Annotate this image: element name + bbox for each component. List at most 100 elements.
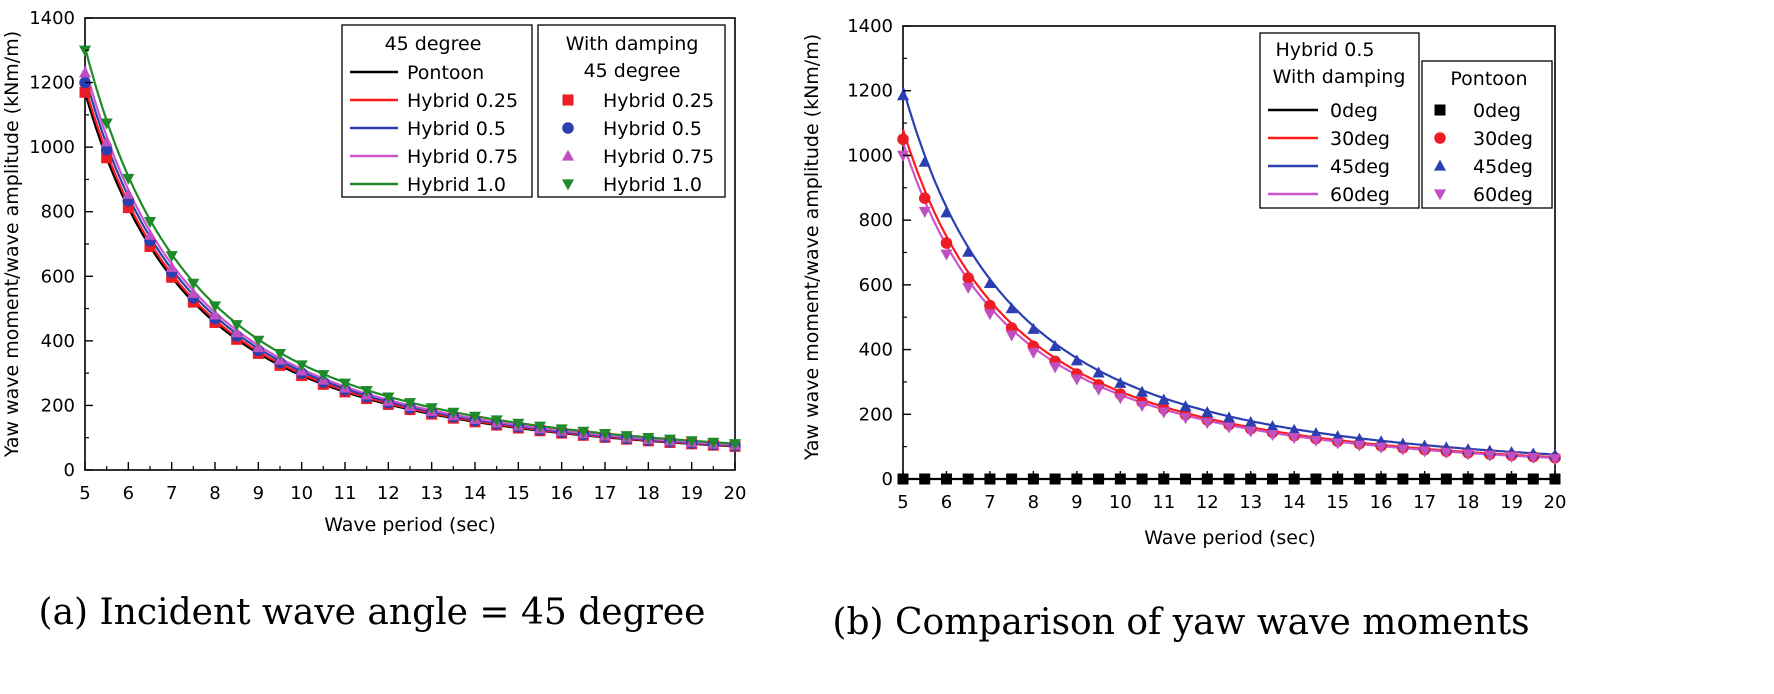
x-tick-label-11: 11 [1152,492,1175,513]
point-markers-45deg [940,206,953,218]
point-markers-hybrid-1-0 [728,439,742,451]
legend-label-hybrid-0-75: Hybrid 0.75 [407,146,518,168]
point-markers-60deg [1049,362,1062,374]
point-markers-hybrid-1-0 [78,45,92,57]
point-markers-60deg [918,206,931,218]
point-markers-30deg [918,192,931,204]
point-markers-45deg [1049,339,1062,351]
point-markers-hybrid-1-0 [490,415,503,427]
y-tick-label-1200: 1200 [29,73,75,94]
point-markers-45deg [1309,427,1322,439]
point-markers-hybrid-0-25 [122,202,134,214]
point-markers-60deg [1266,429,1279,441]
point-markers-60deg [1353,440,1366,452]
legend-label-45deg: 45deg [1330,156,1390,178]
point-markers-hybrid-1-0 [425,403,438,415]
point-markers-hybrid-1-0 [230,320,243,332]
legend-box-b-left [1259,32,1420,209]
legend-b-right: Pontoon 0deg 30deg 45deg 60deg [1421,60,1553,209]
x-tick-label-8: 8 [1028,492,1039,513]
point-markers-hybrid-0-75 [78,66,92,78]
point-markers-60deg [1331,438,1344,450]
point-markers-hybrid-1-0 [187,278,200,290]
point-markers-60deg [1092,384,1105,396]
x-tick-label-19: 19 [680,483,703,504]
point-markers-60deg [896,150,910,162]
point-markers-60deg [1483,450,1496,462]
point-markers-30deg [940,237,953,249]
legend-swatch-45deg [1433,159,1447,171]
x-tick-label-14: 14 [1283,492,1306,513]
point-markers-hybrid-1-0 [707,437,720,449]
series-group-a [78,45,742,452]
legend-label-hybrid-0-5: Hybrid 0.5 [603,118,702,140]
chart-panel-a: 5 6 7 8 9 10 11 12 13 14 15 16 17 18 19 200200400600800… [1,8,746,633]
y-tick-label-400: 400 [859,340,893,361]
point-markers-60deg [1027,347,1040,359]
point-markers-60deg [1375,442,1388,454]
x-tick-label-7: 7 [984,492,995,513]
point-markers-hybrid-1-0 [295,360,308,372]
point-markers-hybrid-1-0 [447,407,460,419]
point-markers-60deg [1440,447,1453,459]
x-tick-label-16: 16 [550,483,573,504]
point-markers-30deg [962,272,974,284]
legend-swatch-60deg [1433,189,1447,201]
point-markers-60deg [1136,400,1149,412]
point-markers-45deg [1331,430,1344,442]
y-axis-label-b: Yaw wave moment/wave amplitude (kNm/m) [801,34,823,461]
x-tick-label-11: 11 [334,483,357,504]
y-tick-label-0: 0 [882,469,893,490]
point-markers-hybrid-0-75 [143,228,157,240]
x-tick-label-20: 20 [1544,492,1567,513]
x-tick-label-5: 5 [897,492,908,513]
point-markers-hybrid-1-0 [122,173,135,185]
point-markers-hybrid-1-0 [512,418,525,430]
axis-ticks-a: 5 6 7 8 9 10 11 12 13 14 15 16 17 18 19 200200400600800… [29,8,746,504]
point-markers-60deg [1418,446,1431,458]
point-markers-hybrid-0-25 [79,86,91,98]
x-tick-label-6: 6 [941,492,952,513]
point-markers-hybrid-0-75 [122,187,135,199]
point-markers-hybrid-1-0 [642,432,655,444]
y-tick-label-800: 800 [859,210,893,231]
point-markers-60deg [1114,393,1127,405]
point-markers-60deg [1462,449,1475,461]
legend-swatch-hybrid-1-0 [561,179,575,191]
legend-swatch-30deg [1434,132,1446,144]
point-markers-hybrid-1-0 [252,335,265,347]
point-markers-45deg [918,155,931,167]
legend-title-b-left-1: Hybrid 0.5 [1276,39,1375,61]
point-markers-hybrid-0-75 [230,326,243,338]
x-tick-label-9: 9 [253,483,264,504]
x-tick-label-19: 19 [1500,492,1523,513]
point-markers-45deg [1244,415,1257,427]
legend-box-a-left [341,24,533,198]
legend-label-60deg: 60deg [1473,184,1533,206]
point-markers-hybrid-0-5 [100,144,113,156]
x-axis-label-b: Wave period (sec) [1144,527,1316,549]
x-tick-label-6: 6 [123,483,134,504]
x-tick-label-17: 17 [594,483,617,504]
point-markers-45deg [1092,366,1105,378]
x-tick-label-9: 9 [1071,492,1082,513]
point-markers-60deg [983,309,996,321]
point-markers-hybrid-0-25 [101,152,113,164]
legend-label-pontoon: Pontoon [407,62,484,84]
point-markers-45deg [1136,385,1149,397]
legend-title-a-right-2: 45 degree [584,60,681,82]
point-markers-45deg [1266,420,1279,432]
legend-label-30deg: 30deg [1473,128,1533,150]
point-markers-hybrid-1-0 [338,378,352,390]
legend-label-hybrid-1-0: Hybrid 1.0 [407,174,506,196]
y-tick-label-0: 0 [64,460,75,481]
point-markers-60deg [1179,413,1192,425]
x-axis-label-a: Wave period (sec) [324,514,496,536]
x-tick-label-15: 15 [1326,492,1349,513]
legend-swatch-0deg [1434,104,1446,116]
legend-title-b-right: Pontoon [1450,68,1527,90]
legend-a-left: 45 degree Pontoon Hybrid 0.25 Hybrid 0.5 Hy… [341,24,533,198]
axis-ticks-b: 5 6 7 8 9 10 11 12 13 14 15 16 17 18 19 200200400600800… [847,16,1566,513]
point-markers-45deg [1027,322,1040,334]
